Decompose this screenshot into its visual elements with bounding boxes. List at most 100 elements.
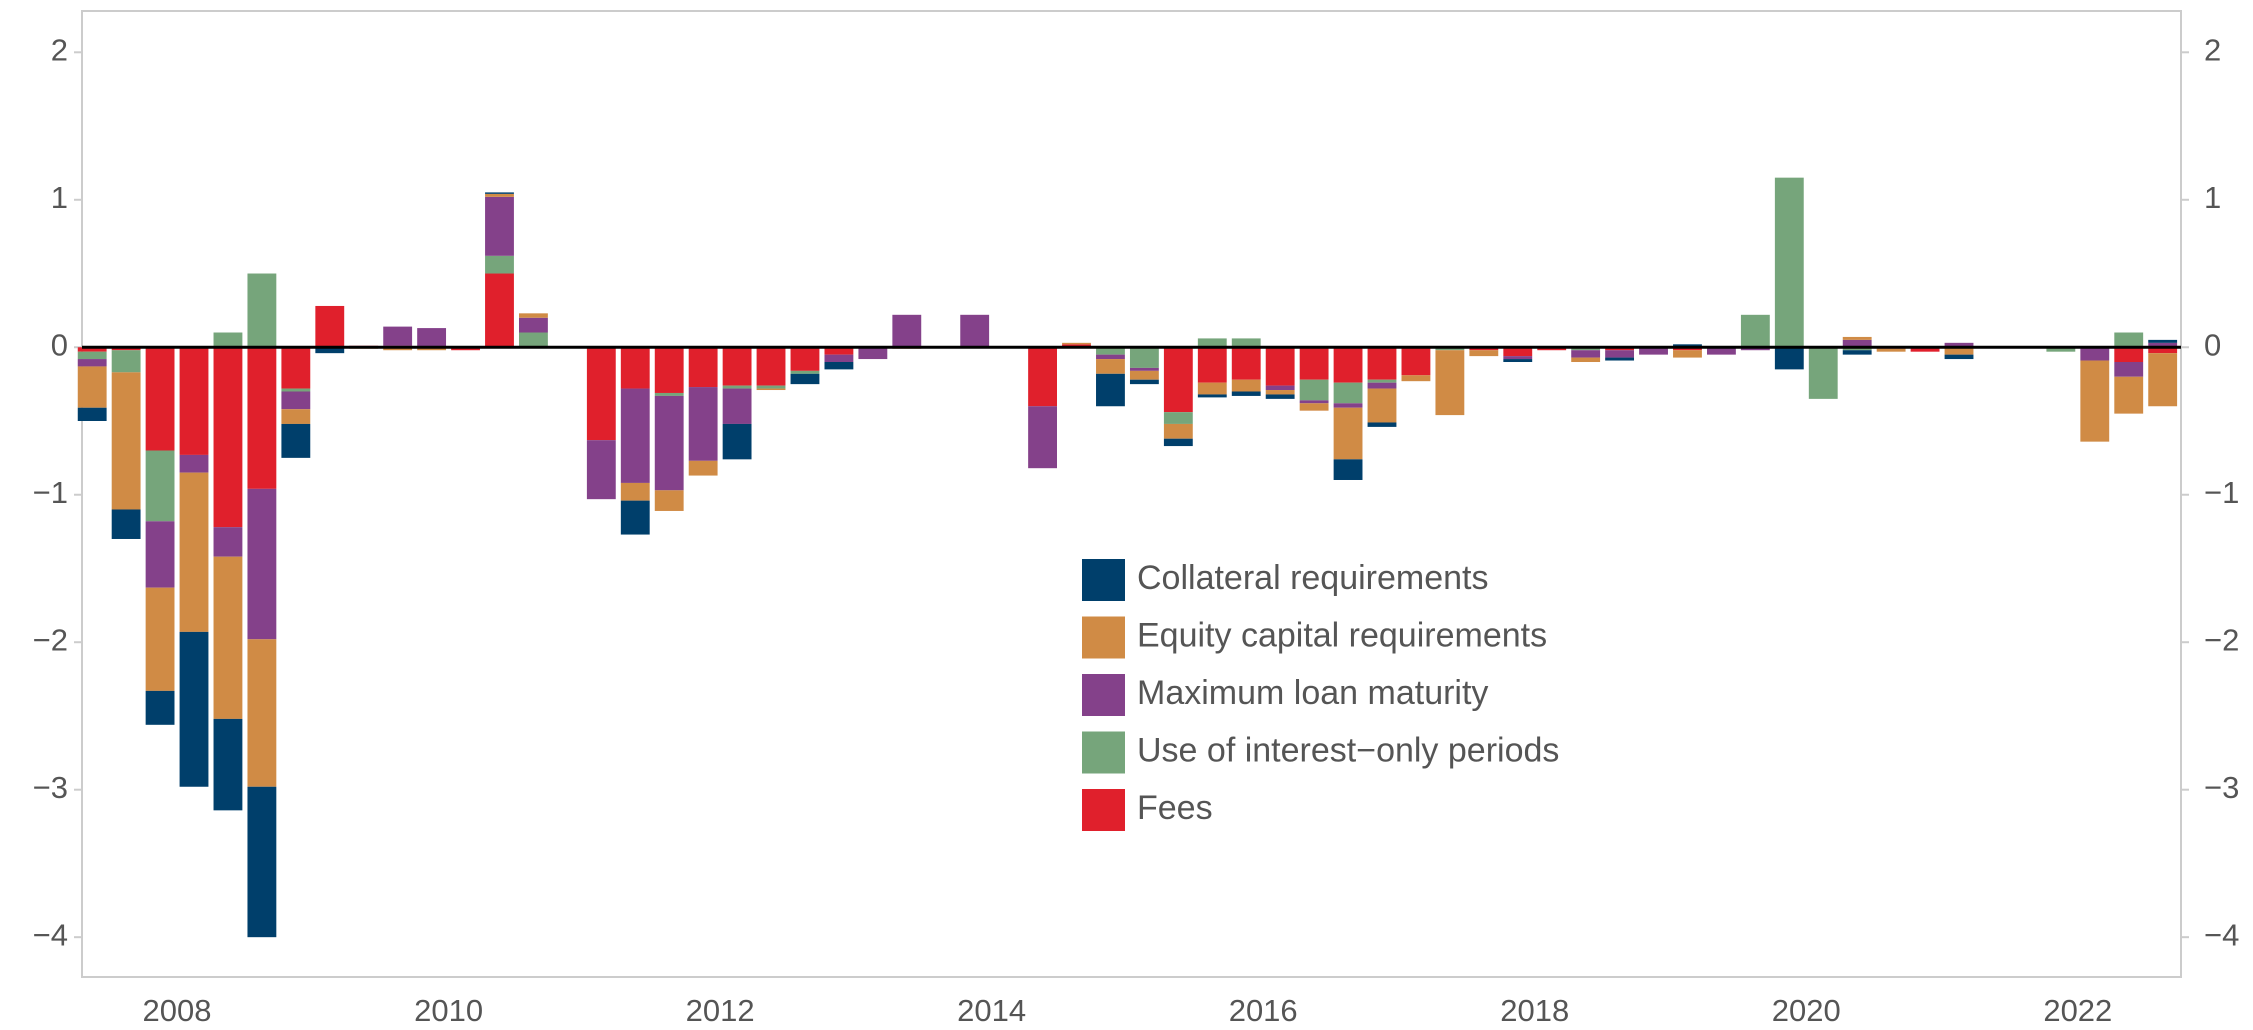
bar-segment	[620, 500, 650, 535]
legend-swatch	[1082, 789, 1125, 831]
bar-segment	[620, 347, 650, 389]
bar-segment	[1944, 354, 1974, 360]
bar-segment	[77, 347, 107, 352]
bar-segment	[111, 350, 141, 373]
bar-segment	[179, 454, 209, 473]
bar-segment	[722, 385, 752, 389]
bar-segment	[620, 482, 650, 501]
bar-segment	[654, 347, 684, 393]
bar-segment	[756, 385, 786, 389]
bar-segment	[247, 273, 277, 348]
bar-segment	[1028, 406, 1057, 469]
bar-segment	[1231, 391, 1261, 396]
legend-swatch	[1082, 559, 1125, 601]
bar-segment	[688, 347, 718, 388]
bar-segment	[1265, 385, 1295, 391]
bar-segment	[281, 391, 311, 410]
bar-segment	[2080, 360, 2110, 442]
bar-segment	[1299, 403, 1329, 411]
bar-segment	[1197, 394, 1227, 398]
bar-segment	[1740, 314, 1770, 348]
bar-segment	[1673, 350, 1702, 358]
bar-segment	[417, 328, 447, 348]
bar-segment	[2114, 362, 2144, 377]
bar-segment	[1231, 338, 1261, 348]
bar-segment	[1842, 336, 1872, 340]
bar-segment	[281, 347, 311, 389]
bar-segment	[213, 718, 243, 811]
y2-tick-label: −2	[2204, 622, 2239, 657]
bar-segment	[213, 527, 243, 557]
bar-segment	[620, 388, 650, 483]
bar-segment	[722, 347, 752, 386]
bar-segment	[688, 460, 718, 476]
legend-label: Fees	[1137, 789, 1213, 827]
bar-segment	[247, 488, 277, 640]
bar-segment	[1333, 403, 1363, 408]
bar-segment	[2148, 339, 2178, 343]
y2-tick-label: −4	[2204, 917, 2239, 952]
bar-segment	[145, 450, 175, 522]
bar-segment	[179, 347, 209, 455]
bar-segment	[1163, 438, 1193, 447]
bar-segment	[213, 332, 243, 348]
bar-segment	[1706, 347, 1736, 355]
bar-segment	[519, 317, 548, 333]
y2-tick-label: −1	[2204, 475, 2239, 510]
bar-segment	[1367, 347, 1397, 380]
bar-segment	[1197, 347, 1227, 383]
bar-segment	[790, 373, 820, 385]
bar-segment	[1367, 382, 1397, 389]
bar-segment	[281, 409, 311, 424]
bar-segment	[1571, 350, 1601, 358]
bar-segment	[1129, 379, 1159, 385]
bar-segment	[77, 351, 107, 360]
bar-segment	[586, 440, 616, 500]
bar-segment	[654, 392, 684, 396]
legend-swatch	[1082, 731, 1125, 774]
bar-segment	[145, 587, 175, 691]
bar-segment	[1401, 347, 1431, 376]
bar-segment	[2114, 347, 2144, 363]
bar-segment	[1197, 382, 1227, 395]
bar-segment	[77, 366, 107, 408]
bar-segment	[1129, 367, 1159, 371]
bar-segment	[1367, 379, 1397, 383]
bar-segment	[858, 347, 888, 360]
y-tick-label: 0	[51, 327, 68, 362]
y2-tick-label: −3	[2204, 770, 2239, 805]
bar-segment	[1435, 350, 1465, 416]
bar-segment	[1096, 354, 1125, 360]
bar-segment	[1333, 407, 1363, 460]
bar-segment	[1571, 357, 1601, 363]
bar-segment	[1163, 423, 1193, 439]
bar-segment	[2148, 347, 2178, 354]
bar-segment	[1299, 379, 1329, 401]
x-tick-label: 2018	[1500, 993, 1569, 1028]
bar-segment	[485, 196, 514, 256]
bar-segment	[1503, 359, 1533, 363]
bar-segment	[1163, 412, 1193, 424]
bar-segment	[1842, 350, 1872, 355]
bar-segment	[1503, 347, 1533, 357]
x-tick-label: 2010	[414, 993, 483, 1028]
bar-segment	[519, 332, 548, 348]
bar-segment	[1842, 339, 1872, 348]
bar-segment	[1605, 357, 1635, 361]
bar-segment	[145, 521, 175, 588]
x-tick-label: 2014	[957, 993, 1026, 1028]
bar-segment	[213, 347, 243, 528]
bar-segment	[586, 347, 616, 441]
bar-segment	[1299, 347, 1329, 380]
y-tick-label: −1	[33, 475, 68, 510]
bar-segment	[111, 509, 141, 539]
bar-segment	[1333, 347, 1363, 383]
y2-tick-label: 1	[2204, 180, 2221, 215]
legend-label: Equity capital requirements	[1137, 616, 1547, 654]
legend-label: Collateral requirements	[1137, 559, 1489, 597]
x-tick-label: 2008	[143, 993, 212, 1028]
bar-segment	[111, 372, 141, 510]
legend-label: Use of interest−only periods	[1137, 731, 1559, 769]
bar-segment	[722, 388, 752, 424]
bar-segment	[824, 362, 854, 370]
